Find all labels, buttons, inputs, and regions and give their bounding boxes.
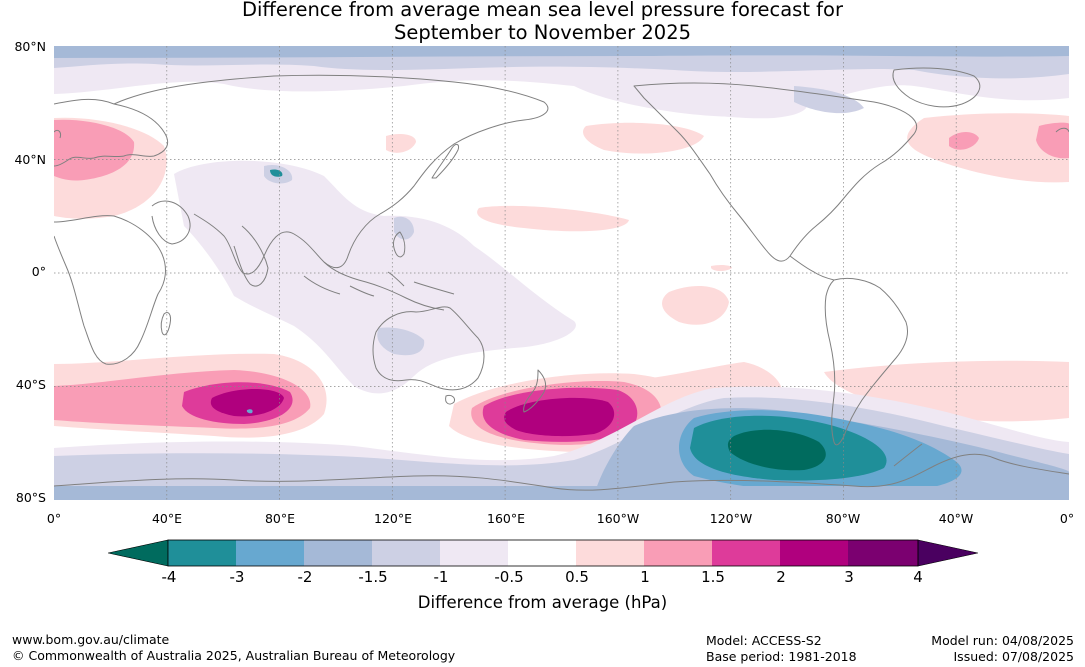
coast-uk <box>54 127 1069 139</box>
coast-south-america <box>824 277 909 446</box>
coast-arabia <box>151 200 191 245</box>
lon-label-120w: 120°W <box>709 511 753 526</box>
lat-label-40s: 40°S <box>15 377 46 392</box>
pressure-anomaly-map <box>54 46 1069 500</box>
cbar-seg-4 <box>372 540 440 566</box>
philippines-neg-mod <box>394 216 414 240</box>
cbar-tick-2: -3 <box>229 568 245 586</box>
footer-base-period: Base period: 1981-2018 <box>706 649 857 664</box>
japan-pos <box>386 134 416 153</box>
footer-url[interactable]: www.bom.gov.au/climate <box>12 632 170 647</box>
coast-philippines <box>393 231 406 258</box>
footer-issued: Issued: 07/08/2025 <box>953 649 1075 664</box>
coastlines <box>54 67 1069 491</box>
coast-africa <box>54 215 166 365</box>
atlantic-pos-mod <box>949 132 979 150</box>
lon-label-80w: 80°W <box>825 511 861 526</box>
coast-australia <box>372 306 485 391</box>
lon-label-160w: 160°W <box>596 511 640 526</box>
coast-tasmania <box>445 395 455 405</box>
cbar-tick-8: 1 <box>640 568 650 586</box>
cbar-extend-high <box>917 539 978 567</box>
coast-central-america <box>789 255 835 281</box>
cbar-tick-3: -2 <box>297 568 313 586</box>
cbar-seg-2 <box>236 540 304 566</box>
s-indian-core-dot <box>246 409 253 414</box>
cbar-seg-10 <box>780 540 848 566</box>
cbar-seg-5 <box>440 540 508 566</box>
lon-label-0-left: 0° <box>46 511 62 526</box>
n-pacific-pos <box>583 122 704 154</box>
cbar-seg-1 <box>168 540 236 566</box>
color-bar <box>108 539 978 567</box>
cbar-seg-8 <box>644 540 712 566</box>
coast-north-america <box>633 82 917 262</box>
lat-label-0: 0° <box>31 264 46 279</box>
coast-europe <box>54 98 169 167</box>
eq-pos <box>711 264 732 271</box>
lon-label-40e: 40°E <box>151 511 183 526</box>
coast-indonesia <box>303 271 455 297</box>
graticule <box>54 46 1069 500</box>
cbar-seg-11 <box>848 540 918 566</box>
lon-label-160e: 160°E <box>486 511 526 526</box>
footer-copyright: © Commonwealth of Australia 2025, Austra… <box>12 648 456 663</box>
coast-japan <box>431 143 459 179</box>
coast-greenland <box>892 67 981 108</box>
europe-pos-mod <box>54 119 135 181</box>
coast-antarctica <box>54 453 1069 491</box>
arctic-band-strong <box>54 46 1069 58</box>
atlantic-pos-weak <box>907 113 1069 183</box>
map-title-line2: September to November 2025 <box>393 21 692 44</box>
e-pacific-pos <box>662 286 729 325</box>
cbar-tick-9: 1.5 <box>701 568 725 586</box>
australia-neg-mod <box>377 327 425 356</box>
central-pacific-pos <box>477 205 629 232</box>
cbar-tick-6: -0.5 <box>494 568 524 586</box>
lat-label-40n: 40°N <box>14 152 46 167</box>
coast-madagascar <box>160 311 171 336</box>
cbar-seg-3 <box>304 540 372 566</box>
coast-new-zealand <box>523 369 547 413</box>
coast-asia-north <box>113 74 549 275</box>
coast-india <box>233 225 269 287</box>
cbar-seg-7 <box>576 540 644 566</box>
atlantic-pos-mod-east <box>1036 122 1069 159</box>
footer-model-run: Model run: 04/08/2025 <box>931 633 1074 648</box>
cbar-tick-5: -1 <box>433 568 449 586</box>
map-title-line1: Difference from average mean sea level p… <box>242 0 843 21</box>
footer-model: Model: ACCESS-S2 <box>706 633 822 648</box>
lon-label-120e: 120°E <box>373 511 413 526</box>
antarctic-neg-bottom <box>54 486 1069 500</box>
coast-sea-asia <box>323 261 445 311</box>
cbar-tick-11: 3 <box>844 568 854 586</box>
s-america-east-pos <box>824 360 1069 422</box>
s-indian-pos-core <box>210 389 284 417</box>
lon-label-80e: 80°E <box>264 511 296 526</box>
cbar-tick-1: -4 <box>161 568 177 586</box>
lat-label-80n: 80°N <box>14 39 46 54</box>
cbar-tick-7: 0.5 <box>565 568 589 586</box>
cbar-seg-9 <box>712 540 780 566</box>
cbar-outline <box>167 539 919 567</box>
lon-label-40w: 40°W <box>938 511 974 526</box>
cbar-tick-12: 4 <box>913 568 923 586</box>
cbar-extend-low <box>108 539 169 567</box>
cbar-seg-6 <box>508 540 576 566</box>
coast-antarctic-peninsula <box>893 443 923 467</box>
lat-label-80s: 80°S <box>15 490 46 505</box>
antarctic-neg-core <box>727 429 826 471</box>
cbar-tick-10: 2 <box>776 568 786 586</box>
canada-weak <box>614 76 808 119</box>
cbar-tick-4: -1.5 <box>358 568 388 586</box>
lon-label-0-right: 0° <box>1059 511 1075 526</box>
color-bar-label: Difference from average (hPa) <box>417 593 668 612</box>
